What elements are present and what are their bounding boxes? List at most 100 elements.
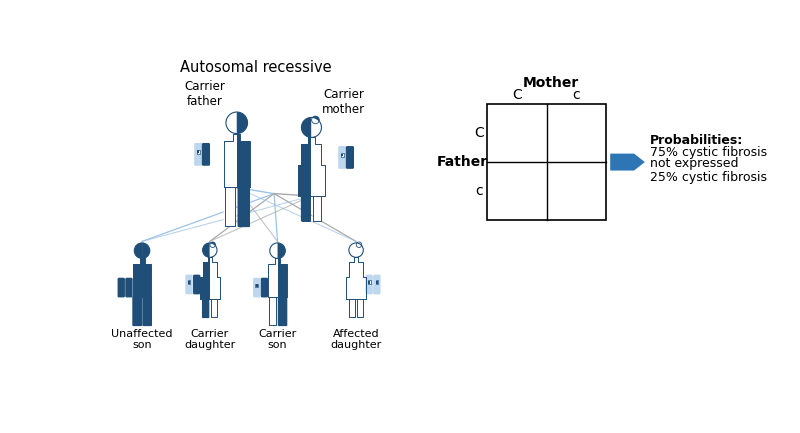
Bar xyxy=(255,284,258,287)
Bar xyxy=(197,150,199,153)
Wedge shape xyxy=(202,243,210,257)
Wedge shape xyxy=(142,243,150,259)
Bar xyxy=(356,257,358,262)
Bar xyxy=(298,165,311,196)
FancyBboxPatch shape xyxy=(202,298,210,318)
Bar xyxy=(275,259,278,264)
Bar xyxy=(210,262,217,277)
Wedge shape xyxy=(302,117,311,137)
Bar xyxy=(234,133,237,141)
Bar xyxy=(311,137,314,144)
Wedge shape xyxy=(237,112,247,133)
FancyBboxPatch shape xyxy=(373,275,381,294)
Bar xyxy=(210,277,220,300)
FancyBboxPatch shape xyxy=(301,195,310,222)
FancyBboxPatch shape xyxy=(118,278,125,297)
Bar xyxy=(256,284,258,287)
Text: CC: CC xyxy=(506,126,527,141)
Wedge shape xyxy=(311,117,322,137)
Text: Affected
daughter: Affected daughter xyxy=(330,329,382,350)
Bar xyxy=(188,281,190,284)
Text: not expressed: not expressed xyxy=(650,157,738,170)
Bar xyxy=(356,262,363,277)
FancyArrow shape xyxy=(610,154,645,171)
FancyBboxPatch shape xyxy=(268,296,278,326)
FancyBboxPatch shape xyxy=(261,278,268,297)
FancyBboxPatch shape xyxy=(346,146,354,169)
Wedge shape xyxy=(226,112,237,133)
Wedge shape xyxy=(210,243,217,257)
Bar xyxy=(311,165,326,196)
FancyBboxPatch shape xyxy=(132,296,142,326)
Bar xyxy=(142,259,145,264)
FancyBboxPatch shape xyxy=(224,186,236,227)
Bar xyxy=(341,153,344,157)
Bar xyxy=(139,259,142,264)
FancyBboxPatch shape xyxy=(366,275,373,294)
Bar xyxy=(207,257,210,262)
Bar xyxy=(341,154,343,156)
Bar xyxy=(487,104,606,220)
Bar xyxy=(210,257,212,262)
Bar xyxy=(142,264,151,297)
Bar xyxy=(311,144,322,165)
FancyBboxPatch shape xyxy=(338,146,346,169)
Bar xyxy=(349,262,356,277)
FancyBboxPatch shape xyxy=(348,298,356,318)
Text: Cc: Cc xyxy=(567,126,586,141)
Text: Mother: Mother xyxy=(522,76,578,90)
Wedge shape xyxy=(270,243,278,259)
Text: C: C xyxy=(512,88,522,102)
Wedge shape xyxy=(278,243,286,259)
FancyBboxPatch shape xyxy=(126,278,133,297)
Bar xyxy=(346,277,356,300)
FancyBboxPatch shape xyxy=(142,296,152,326)
Bar xyxy=(133,264,142,297)
FancyBboxPatch shape xyxy=(193,275,201,294)
Bar xyxy=(308,137,311,144)
Circle shape xyxy=(210,242,215,248)
FancyBboxPatch shape xyxy=(313,195,322,222)
FancyBboxPatch shape xyxy=(357,298,364,318)
Bar xyxy=(268,264,278,297)
Bar xyxy=(202,262,210,277)
Text: cc: cc xyxy=(568,184,585,198)
FancyBboxPatch shape xyxy=(194,143,202,166)
FancyBboxPatch shape xyxy=(186,275,193,294)
Bar xyxy=(368,281,370,284)
Bar xyxy=(200,277,210,300)
Bar xyxy=(278,259,280,264)
Bar xyxy=(224,141,237,187)
Bar xyxy=(302,144,311,165)
Bar xyxy=(237,133,240,141)
Text: Cc: Cc xyxy=(507,184,526,198)
Bar xyxy=(354,257,356,262)
Bar xyxy=(368,281,370,284)
FancyBboxPatch shape xyxy=(202,143,210,166)
Circle shape xyxy=(312,116,319,124)
Text: c: c xyxy=(573,88,580,102)
Bar xyxy=(356,277,366,300)
Text: Carrier
father: Carrier father xyxy=(184,80,225,108)
Bar xyxy=(188,281,190,284)
Text: Carrier
daughter: Carrier daughter xyxy=(184,329,235,350)
Wedge shape xyxy=(356,243,363,257)
FancyBboxPatch shape xyxy=(238,186,250,227)
Text: c: c xyxy=(475,184,483,198)
FancyBboxPatch shape xyxy=(278,296,287,326)
Bar xyxy=(197,149,200,154)
Text: Carrier
son: Carrier son xyxy=(258,329,297,350)
Text: Autosomal recessive: Autosomal recessive xyxy=(180,61,332,75)
Text: Father: Father xyxy=(437,155,488,169)
FancyBboxPatch shape xyxy=(253,278,261,297)
Bar xyxy=(376,281,378,284)
Text: Carrier
mother: Carrier mother xyxy=(322,88,366,116)
Wedge shape xyxy=(134,243,142,259)
Text: C: C xyxy=(474,126,484,140)
Wedge shape xyxy=(349,243,356,257)
Text: Unaffected
son: Unaffected son xyxy=(111,329,173,350)
Bar xyxy=(375,281,378,284)
Bar xyxy=(237,141,250,187)
Bar xyxy=(278,264,287,297)
Text: Probabilities:: Probabilities: xyxy=(650,134,743,147)
